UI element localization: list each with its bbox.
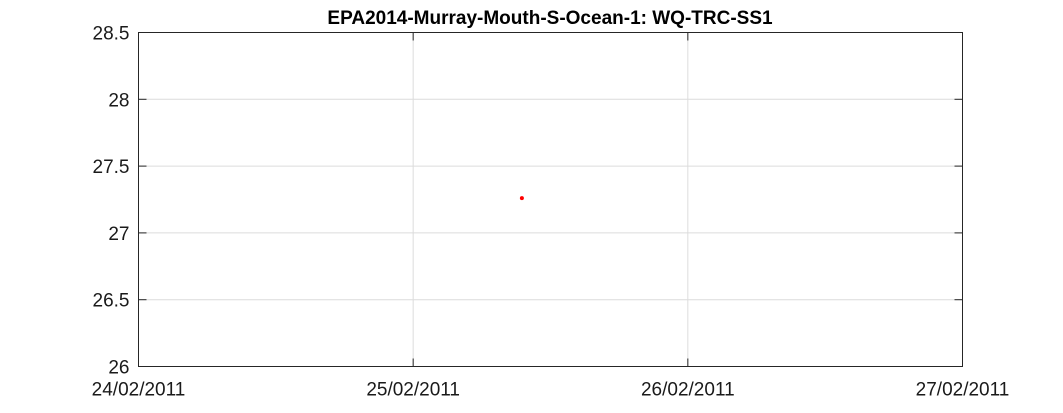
x-tick-label: 25/02/2011	[366, 380, 460, 401]
y-tick-label: 27	[108, 224, 129, 245]
y-tick-label: 28.5	[93, 24, 130, 45]
y-tick-label: 27.5	[93, 157, 130, 178]
y-tick-label: 28	[108, 90, 129, 111]
plot-area-frame	[138, 32, 963, 367]
y-tick-label: 26.5	[93, 291, 130, 312]
x-tick-label: 27/02/2011	[916, 380, 1010, 401]
grid	[138, 32, 963, 367]
data-point	[519, 196, 524, 201]
x-tick-label: 24/02/2011	[92, 380, 186, 401]
chart-title: EPA2014-Murray-Mouth-S-Ocean-1: WQ-TRC-S…	[327, 8, 773, 29]
data-points	[519, 196, 524, 201]
x-tick-label: 26/02/2011	[641, 380, 735, 401]
y-tick-label: 26	[108, 358, 129, 379]
axis-ticks: 24/02/2011 25/02/2011 26/02/2011 27/02/2011…	[92, 24, 1010, 401]
